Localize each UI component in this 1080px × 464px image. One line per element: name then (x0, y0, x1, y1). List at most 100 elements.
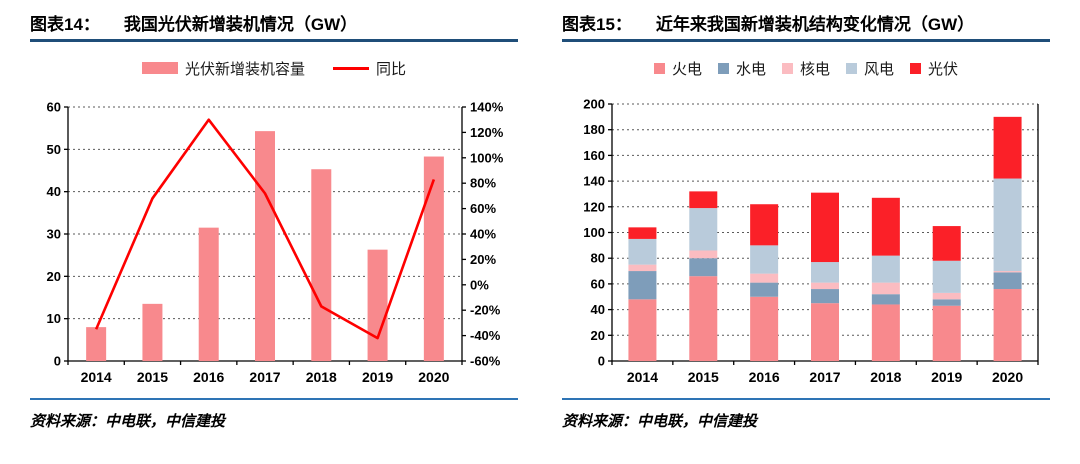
legend-color-swatch (910, 62, 922, 74)
figure-15-heading: 近年来我国新增装机结构变化情况（GW） (655, 15, 975, 34)
legend-item-同比: 同比 (333, 58, 406, 79)
svg-text:200: 200 (583, 97, 605, 112)
svg-text:2015: 2015 (688, 369, 719, 385)
svg-text:2014: 2014 (627, 369, 658, 385)
svg-text:140%: 140% (470, 100, 504, 115)
svg-text:0: 0 (598, 354, 605, 369)
segment-火电-2018 (871, 304, 900, 361)
segment-核电-2020 (993, 271, 1022, 273)
svg-text:20: 20 (591, 328, 605, 343)
segment-核电-2017 (811, 282, 839, 290)
segment-核电-2018 (871, 282, 900, 295)
segment-风电-2016 (750, 245, 779, 274)
segment-核电-2015 (689, 250, 718, 259)
segment-风电-2018 (871, 255, 900, 283)
legend-item-火电: 火电 (653, 58, 702, 79)
svg-text:140: 140 (583, 174, 605, 189)
right-axis-labels: -60% -40% -20% 0% 20% 40% 60% 80% 100% 120% 140% (470, 100, 504, 369)
legend-item-风电: 风电 (846, 58, 894, 79)
figure-14-title-row: 图表14： 我国光伏新增装机情况（GW） (30, 10, 518, 36)
svg-text:20: 20 (47, 269, 61, 284)
svg-text:2020: 2020 (992, 369, 1023, 385)
svg-text:2018: 2018 (870, 369, 901, 385)
segment-火电-2016 (750, 296, 779, 361)
svg-text:40%: 40% (470, 227, 496, 242)
svg-text:30: 30 (47, 227, 61, 242)
svg-text:2015: 2015 (137, 369, 168, 385)
svg-text:40: 40 (591, 302, 605, 317)
segment-光伏-2014 (628, 227, 657, 239)
figure-15-title-row: 图表15： 近年来我国新增装机结构变化情况（GW） (562, 10, 1050, 36)
left-axis-labels: 0 10 20 30 40 50 60 (47, 100, 61, 369)
figure-14-source: 资料来源：中电联，中信建投 (30, 413, 226, 430)
segment-水电-2020 (993, 272, 1022, 290)
svg-text:2017: 2017 (809, 369, 840, 385)
svg-text:80: 80 (591, 251, 605, 266)
legend-label: 核电 (799, 60, 830, 78)
svg-text:80%: 80% (470, 176, 496, 191)
segment-火电-2020 (993, 289, 1022, 361)
segment-光伏-2016 (750, 204, 779, 246)
bar-2020 (423, 156, 444, 361)
figure-14-heading: 我国光伏新增装机情况（GW） (123, 15, 358, 34)
segment-火电-2017 (811, 303, 839, 361)
figure-15-title-rule (562, 39, 1050, 42)
figure-15-source: 资料来源：中电联，中信建投 (562, 413, 758, 430)
segment-光伏-2019 (932, 226, 961, 261)
svg-text:0%: 0% (470, 277, 489, 292)
svg-text:160: 160 (583, 148, 605, 163)
legend-color-swatch (717, 62, 729, 74)
legend-label: 光伏新增装机容量 (184, 60, 305, 78)
svg-text:120: 120 (583, 199, 605, 214)
svg-text:-20%: -20% (470, 303, 501, 318)
svg-text:40: 40 (47, 184, 61, 199)
svg-text:2019: 2019 (362, 369, 393, 385)
gridlines (612, 103, 1038, 336)
legend-color-swatch (141, 62, 178, 74)
segment-光伏-2018 (871, 197, 900, 256)
bar-2018 (311, 169, 332, 361)
bar-2017 (255, 131, 275, 361)
segment-风电-2017 (811, 262, 839, 283)
segment-火电-2014 (628, 299, 657, 361)
panel-figure-14: 图表14： 我国光伏新增装机情况（GW） 光伏新增装机容量 同比 0 10 20 30 4… (30, 10, 518, 431)
svg-text:100%: 100% (470, 150, 504, 165)
bar-2014 (86, 327, 107, 361)
figure-14-footer-rule (30, 398, 518, 400)
x-axis-labels: 2014 2015 2016 2017 2018 2019 2020 (81, 369, 450, 385)
legend-item-光伏: 光伏 (910, 58, 958, 79)
legend-color-swatch (781, 62, 793, 74)
svg-text:2018: 2018 (306, 369, 337, 385)
segment-风电-2020 (993, 178, 1022, 272)
yoy-line (94, 118, 436, 340)
segment-风电-2015 (689, 208, 718, 251)
svg-text:-60%: -60% (470, 354, 501, 369)
legend-line-swatch (333, 66, 369, 70)
x-axis-labels: 2014 2015 2016 2017 2018 2019 2020 (627, 369, 1024, 385)
segment-水电-2014 (628, 271, 657, 300)
segment-核电-2014 (628, 264, 657, 272)
segment-水电-2017 (811, 289, 839, 304)
stacked-bars (628, 116, 1022, 361)
svg-text:50: 50 (47, 142, 61, 157)
legend-color-swatch (846, 62, 857, 74)
svg-text:-40%: -40% (470, 328, 501, 343)
panel-figure-15: 图表15： 近年来我国新增装机结构变化情况（GW） 火电 水电 核电 风电 光伏 0 20… (562, 10, 1050, 431)
figure-15-legend: 火电 水电 核电 风电 光伏 (562, 58, 1050, 78)
figure-14-chart: 0 10 20 30 40 50 60 -60% -40% -20% 0% 20% 40% 60% 80% 1… (47, 100, 504, 386)
segment-水电-2016 (750, 282, 779, 297)
segment-核电-2019 (932, 292, 961, 300)
svg-text:120%: 120% (470, 125, 504, 140)
svg-text:2017: 2017 (249, 369, 280, 385)
figure-14-label: 图表14： (30, 15, 100, 34)
legend-color-swatch (653, 62, 665, 74)
svg-text:2020: 2020 (418, 369, 449, 385)
bar-2016 (198, 227, 219, 361)
svg-text:0: 0 (54, 354, 61, 369)
segment-水电-2019 (932, 299, 961, 306)
svg-text:2016: 2016 (193, 369, 224, 385)
figure-14-title-rule (30, 39, 518, 42)
svg-text:2016: 2016 (749, 369, 780, 385)
legend-label: 同比 (376, 60, 407, 78)
